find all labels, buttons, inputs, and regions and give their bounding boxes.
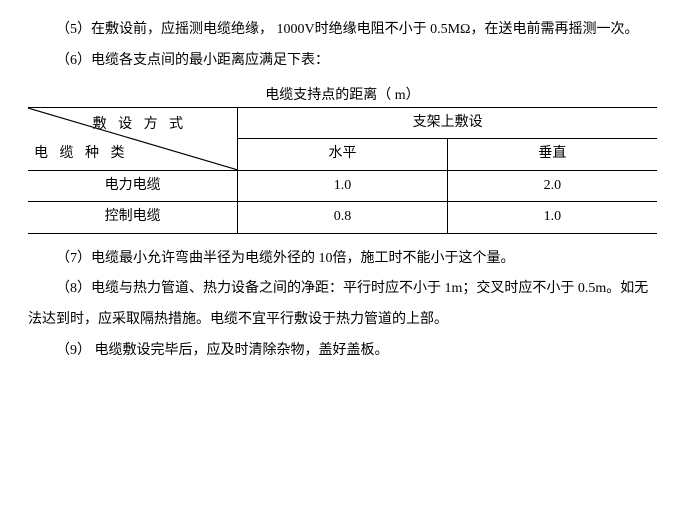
cell-value: 0.8	[238, 202, 448, 233]
header-bracket-laying: 支架上敷设	[238, 107, 657, 138]
paragraph-6: （6）电缆各支点间的最小距离应满足下表：	[28, 46, 657, 77]
table-row: 控制电缆 0.8 1.0	[28, 202, 657, 233]
cell-cable-type: 控制电缆	[28, 202, 238, 233]
paragraph-5: （5）在敷设前，应摇测电缆绝缘， 1000V时绝缘电阻不小于 0.5MΩ，在送电…	[28, 15, 657, 46]
table-caption: 电缆支持点的距离（ m）	[28, 85, 657, 107]
cell-value: 1.0	[447, 202, 657, 233]
header-laying-method: 敷 设 方 式	[93, 114, 188, 136]
paragraph-7: （7）电缆最小允许弯曲半径为电缆外径的 10倍，施工时不能小于这个量。	[28, 244, 657, 275]
paragraph-8: （8）电缆与热力管道、热力设备之间的净距：平行时应不小于 1m；交叉时应不小于 …	[28, 274, 657, 336]
table-row: 电力电缆 1.0 2.0	[28, 170, 657, 201]
header-cable-type: 电 缆 种 类	[34, 143, 129, 165]
distance-table: 敷 设 方 式 电 缆 种 类 支架上敷设 水平 垂直 电力电缆 1.0 2.0…	[28, 107, 657, 234]
header-horizontal: 水平	[238, 139, 448, 170]
diagonal-header: 敷 设 方 式 电 缆 种 类	[28, 107, 238, 170]
paragraph-9: （9） 电缆敷设完毕后，应及时清除杂物，盖好盖板。	[28, 336, 657, 367]
cell-cable-type: 电力电缆	[28, 170, 238, 201]
cell-value: 2.0	[447, 170, 657, 201]
header-vertical: 垂直	[447, 139, 657, 170]
cell-value: 1.0	[238, 170, 448, 201]
